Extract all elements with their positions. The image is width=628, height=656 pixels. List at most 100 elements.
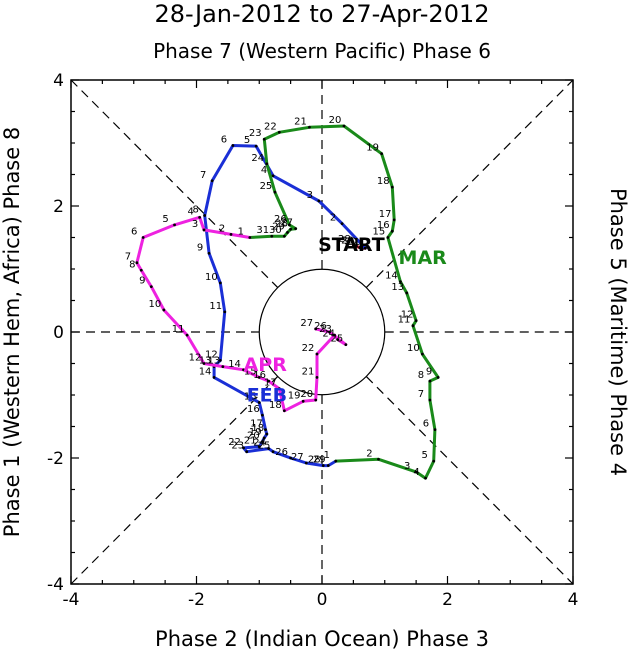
day-label-mar-10: 10 [407,343,420,354]
day-label-apr-26: 26 [314,321,327,332]
data-point-mar-26 [287,223,291,227]
data-point-mar-4 [424,476,427,480]
day-label-mar-3: 3 [404,461,410,472]
data-point-apr-26 [328,330,331,334]
day-label-mar-8: 8 [418,370,424,381]
data-point-feb-9 [207,251,211,255]
data-point-mar-12 [414,319,418,323]
day-label-mar-6: 6 [423,419,429,430]
data-point-mar-10 [421,352,424,356]
day-label-apr-22: 22 [302,343,315,354]
y-axis-label-right: Phase 5 (Maritime) Phase 4 [606,188,628,476]
data-point-feb-22 [242,446,245,450]
x-tick-label: 4 [568,590,579,610]
data-point-apr-6 [141,236,145,239]
data-point-feb-25 [271,450,275,454]
day-label-feb-24: 24 [253,438,266,449]
day-label-feb-18: 18 [251,423,264,434]
day-label-feb-13: 13 [199,356,212,367]
chart-title: 28-Jan-2012 to 27-Apr-2012 [154,0,489,28]
y-tick-label: 0 [53,323,64,343]
data-point-apr-17 [277,387,281,391]
data-point-mar-30 [282,234,286,238]
data-point-feb-26 [289,456,293,460]
data-point-apr-8 [139,268,143,272]
data-point-feb-19 [262,436,266,440]
day-label-apr-10: 10 [149,299,162,310]
day-label-mar-7: 7 [418,389,424,400]
data-point-mar-13 [405,291,409,295]
day-label-apr-2: 2 [219,223,225,234]
data-point-apr-20 [314,398,318,402]
data-point-feb-24 [267,447,271,450]
data-point-mar-15 [386,236,390,239]
data-point-feb-11 [223,310,227,314]
data-point-feb-29 [326,464,330,467]
data-point-feb-4 [271,174,275,178]
data-point-mar-23 [262,137,266,141]
day-label-apr-23: 23 [319,324,332,335]
day-label-feb-9: 9 [197,242,203,253]
day-label-feb-17: 17 [250,419,263,430]
day-label-mar-26: 26 [274,214,287,225]
day-label-mar-23: 23 [249,128,262,139]
day-label-mar-20: 20 [329,115,342,126]
data-point-apr-18 [282,409,286,413]
data-point-apr-4 [198,215,202,219]
day-label-feb-3: 3 [307,190,313,201]
data-point-jan-28 [351,243,355,247]
data-point-jan-30 [358,246,362,249]
day-label-apr-12: 12 [189,353,202,364]
day-label-mar-12: 12 [401,310,414,321]
month-label-feb: FEB [247,384,287,406]
data-point-apr-14 [242,368,245,372]
data-point-apr-1 [248,236,252,239]
guide-diagonal-sw [70,376,279,585]
day-label-feb-29: 29 [313,455,326,466]
day-label-apr-8: 8 [129,259,135,270]
day-label-mar-22: 22 [264,121,277,132]
day-label-feb-23: 23 [231,441,244,452]
day-label-apr-17: 17 [264,378,277,389]
data-point-mar-29 [286,231,289,234]
data-point-apr-15 [257,375,261,379]
day-label-mar-21: 21 [294,116,307,127]
data-point-mar-24 [265,162,269,166]
day-label-apr-3: 3 [192,219,198,230]
day-label-jan-31: 31 [347,237,360,248]
day-label-feb-25: 25 [258,441,271,452]
day-label-feb-11: 11 [209,301,222,312]
data-point-apr-19 [301,399,305,403]
day-label-mar-19: 19 [366,143,379,154]
day-label-mar-16: 16 [377,220,390,231]
data-point-mar-5 [432,459,436,463]
data-point-apr-24 [336,338,340,341]
data-point-mar-20 [342,124,346,128]
guide-diagonal-se [365,376,574,585]
day-label-mar-18: 18 [377,176,390,187]
series-line-feb [203,144,367,468]
y-axis-label-left: Phase 1 (Western Hem, Africa) Phase 8 [0,127,24,537]
day-label-mar-24: 24 [251,153,264,164]
day-label-feb-28: 28 [308,455,321,466]
data-point-mar-1 [334,459,338,463]
day-label-mar-14: 14 [385,271,398,282]
x-axis-label: Phase 2 (Indian Ocean) Phase 3 [155,627,489,651]
day-label-feb-14: 14 [199,366,212,377]
data-point-feb-7 [210,179,214,183]
day-label-mar-4: 4 [413,467,419,478]
day-label-feb-5: 5 [244,135,250,146]
data-point-apr-25 [344,343,348,346]
data-point-feb-1 [363,246,367,250]
day-label-mar-5: 5 [422,450,428,461]
guide-diagonal-ne [365,79,574,288]
data-point-mar-31 [270,234,274,238]
x-tick-label: 2 [442,590,453,610]
day-label-mar-2: 2 [366,448,372,459]
guide-diagonal-nw [70,79,279,288]
day-label-apr-24: 24 [322,329,335,340]
day-label-feb-22: 22 [228,437,241,448]
data-point-feb-10 [218,281,222,285]
data-point-feb-16 [260,413,264,417]
